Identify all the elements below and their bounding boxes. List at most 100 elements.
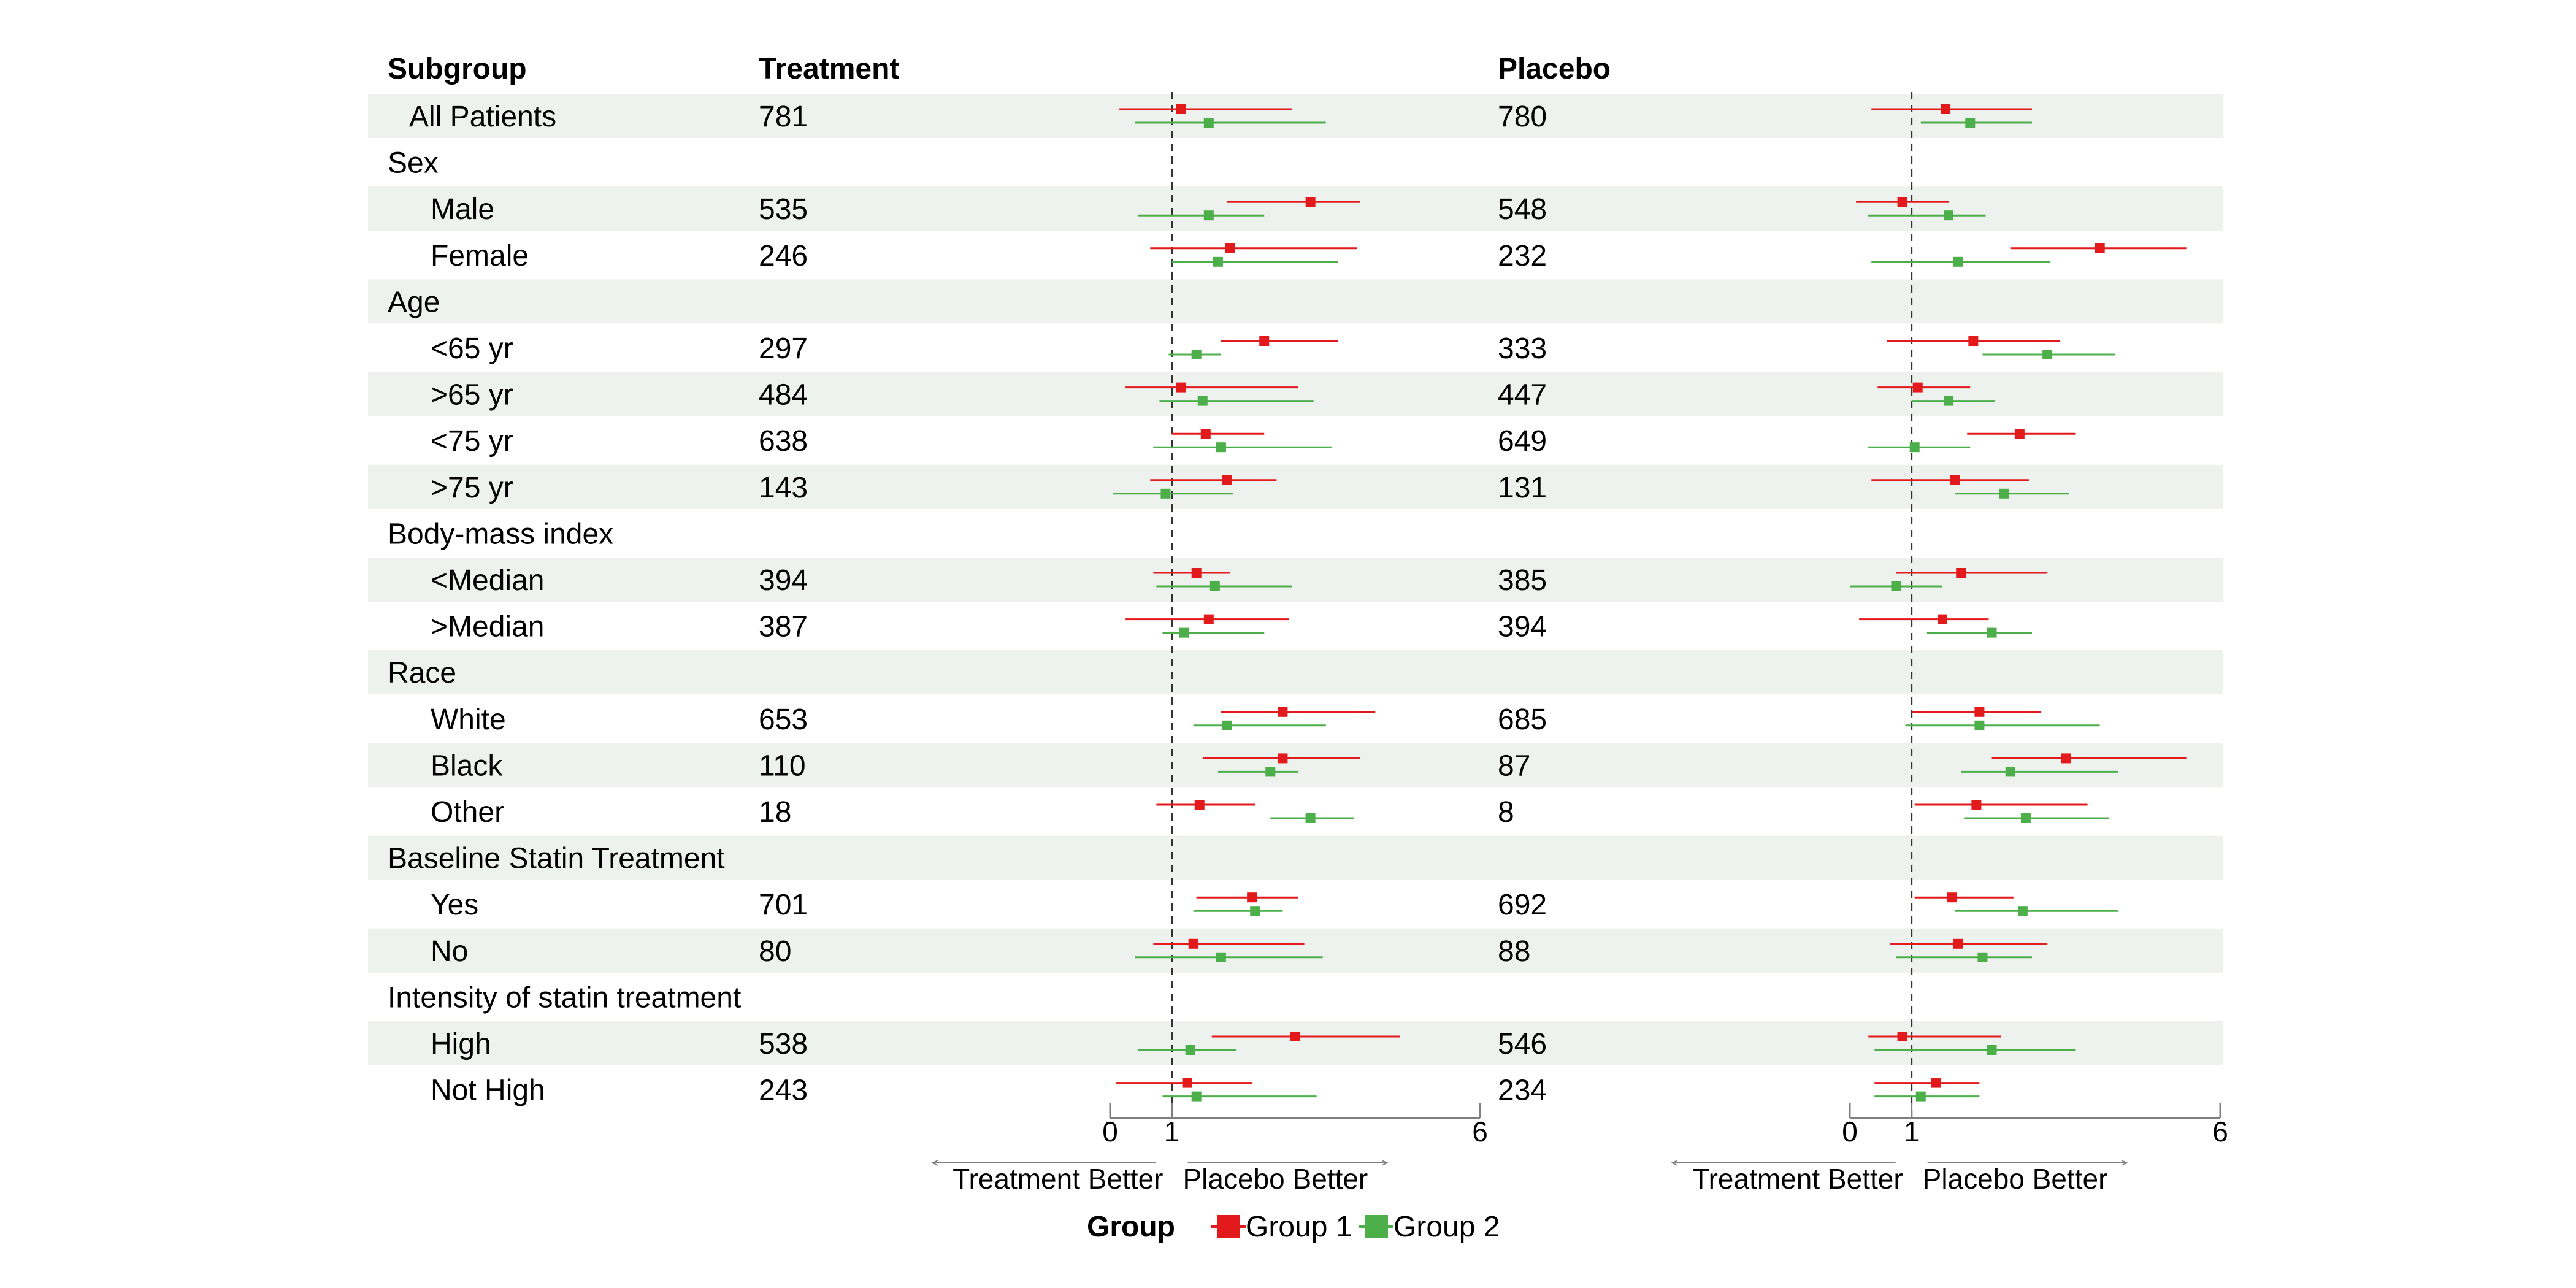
subgroup-label: Male xyxy=(431,193,494,226)
placebo-n: 394 xyxy=(1498,611,1547,643)
estimate-marker-no xyxy=(1953,938,1963,949)
estimate-marker-female xyxy=(2095,243,2105,253)
subgroup-label: <75 yr xyxy=(431,425,513,458)
table-row: Female 246 232 xyxy=(431,240,1547,272)
row-stripe xyxy=(368,928,2223,973)
x-tick-label: 6 xyxy=(1472,1116,1488,1148)
placebo-n: 88 xyxy=(1498,935,1530,968)
row-stripe xyxy=(368,186,2223,231)
treatment-n: 297 xyxy=(759,332,808,365)
subgroup-label: Baseline Statin Treatment xyxy=(388,843,725,875)
series-group-2 xyxy=(1850,118,2118,1102)
placebo-n: 234 xyxy=(1498,1075,1547,1107)
estimate-marker-no xyxy=(1188,938,1198,949)
estimate-marker-white xyxy=(1222,720,1232,730)
estimate-marker-lt-median xyxy=(1891,581,1901,591)
placebo-n: 685 xyxy=(1498,703,1547,736)
table-cells: All Patients 781 780 Sex Male 535 548 Female 246… xyxy=(388,101,1547,1107)
subgroup-label: <65 yr xyxy=(431,332,513,365)
table-row: White 653 685 xyxy=(431,703,1547,736)
placebo-n: 649 xyxy=(1498,425,1547,458)
forest-panels: 0 1 6 Treatment Better Placebo Better 0 1 6 Trea… xyxy=(932,92,2228,1195)
estimate-marker-lt-75-yr xyxy=(1909,442,1920,453)
estimate-marker-lt-75-yr xyxy=(2014,429,2025,439)
legend-swatch-group-2 xyxy=(1365,1215,1388,1238)
estimate-marker-gt-65-yr xyxy=(1912,382,1923,393)
estimate-marker-yes xyxy=(2017,906,2028,916)
subgroup-label: >Median xyxy=(431,611,544,643)
x-tick-label: 0 xyxy=(1102,1116,1118,1148)
estimate-marker-lt-median xyxy=(1209,581,1220,591)
table-row: High 538 546 xyxy=(431,1028,1547,1060)
estimate-marker-female xyxy=(1953,256,1963,267)
x-tick-label: 6 xyxy=(2212,1116,2228,1148)
estimate-marker-lt-65-yr xyxy=(2042,350,2053,359)
treatment-n: 484 xyxy=(759,379,808,412)
estimate-marker-other xyxy=(1194,800,1205,810)
estimate-marker-yes xyxy=(1947,892,1957,903)
estimate-marker-lt-65-yr xyxy=(1968,336,1979,346)
estimate-marker-black xyxy=(2061,753,2071,764)
estimate-marker-no xyxy=(1216,952,1226,962)
placebo-n: 780 xyxy=(1498,101,1547,133)
estimate-marker-gt-65-yr xyxy=(1176,382,1186,393)
estimate-marker-male xyxy=(1944,210,1954,221)
estimate-marker-white xyxy=(1974,707,1985,717)
row-stripe xyxy=(368,1021,2223,1065)
treatment-n: 110 xyxy=(759,749,806,782)
row-stripe xyxy=(368,464,2223,509)
table-row: Intensity of statin treatment xyxy=(388,981,741,1014)
row-stripe xyxy=(368,558,2223,602)
legend-title: Group xyxy=(1087,1211,1175,1243)
subgroup-label: White xyxy=(431,703,506,736)
treatment-n: 246 xyxy=(759,240,808,272)
estimate-marker-high xyxy=(1987,1045,1997,1055)
estimate-marker-gt-75-yr xyxy=(1950,475,1960,485)
estimate-marker-high xyxy=(1897,1032,1907,1041)
estimate-marker-gt-75-yr xyxy=(1222,475,1232,485)
placebo-n: 232 xyxy=(1498,240,1547,272)
estimate-marker-gt-median xyxy=(1179,627,1189,638)
placebo-n: 692 xyxy=(1498,889,1547,921)
legend-swatch-group-1 xyxy=(1217,1215,1240,1238)
estimate-marker-all-patients xyxy=(1203,118,1214,128)
placebo-n: 131 xyxy=(1498,472,1547,504)
subgroup-label: Age xyxy=(388,286,440,318)
table-row: Black 110 87 xyxy=(431,749,1530,782)
subgroup-label: Sex xyxy=(388,147,439,180)
estimate-marker-yes xyxy=(1250,906,1260,916)
subgroup-label: Not High xyxy=(431,1075,545,1107)
treatment-n: 18 xyxy=(759,796,791,829)
estimate-marker-female xyxy=(1213,256,1223,267)
table-row: Sex xyxy=(388,147,439,180)
treatment-n: 243 xyxy=(759,1075,808,1107)
table-row: Yes 701 692 xyxy=(431,889,1547,921)
subgroup-label: Black xyxy=(431,749,503,782)
subgroup-label: <Median xyxy=(431,564,544,597)
estimate-marker-white xyxy=(1278,707,1288,717)
x-tick-label: 1 xyxy=(1164,1116,1180,1148)
estimate-marker-gt-65-yr xyxy=(1944,396,1954,406)
estimate-marker-gt-65-yr xyxy=(1197,396,1208,406)
treatment-n: 701 xyxy=(759,889,808,921)
header-treatment: Treatment xyxy=(759,53,899,85)
subgroup-label: Female xyxy=(431,240,529,272)
estimate-marker-all-patients xyxy=(1176,104,1186,114)
placebo-n: 546 xyxy=(1498,1028,1547,1060)
estimate-marker-all-patients xyxy=(1941,104,1951,114)
estimate-marker-male xyxy=(1305,197,1316,207)
table-row: <75 yr 638 649 xyxy=(431,425,1547,458)
treatment-n: 394 xyxy=(759,564,808,597)
table-row: <65 yr 297 333 xyxy=(431,332,1547,365)
estimate-marker-black xyxy=(2005,767,2015,777)
placebo-n: 385 xyxy=(1498,564,1547,597)
subgroup-label: Intensity of statin treatment xyxy=(388,981,741,1014)
estimate-marker-yes xyxy=(1247,892,1257,903)
legend-label-group-2: Group 2 xyxy=(1393,1211,1500,1243)
series-group-2 xyxy=(1113,118,1354,1102)
estimate-marker-black xyxy=(1278,753,1288,764)
table-row: >65 yr 484 447 xyxy=(431,379,1547,412)
estimate-marker-no xyxy=(1977,952,1988,962)
estimate-marker-lt-75-yr xyxy=(1200,429,1211,439)
